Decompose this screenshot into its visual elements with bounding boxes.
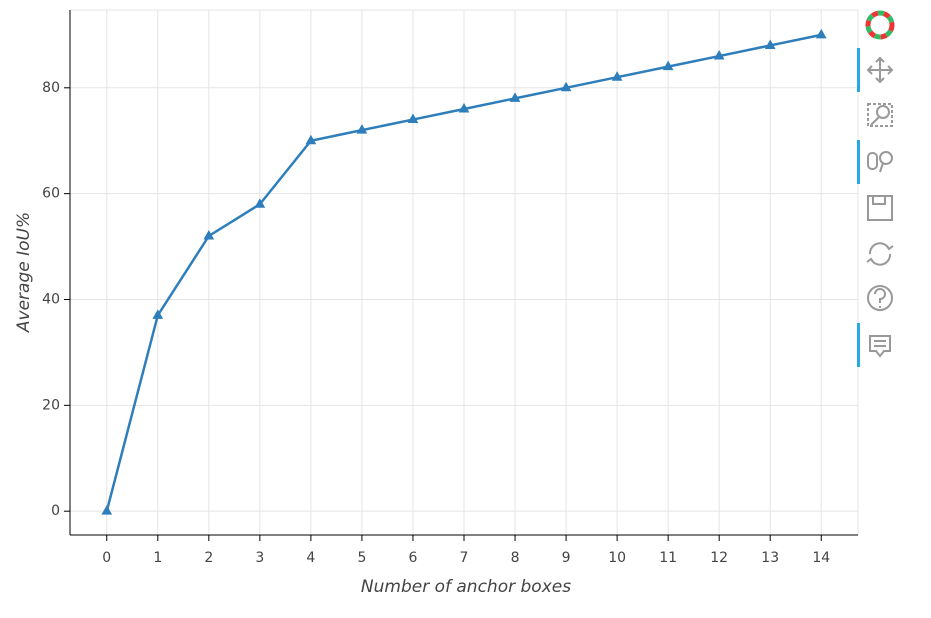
help-tool[interactable] [867, 285, 893, 311]
y-tick-label: 60 [42, 186, 60, 202]
toolbar [857, 10, 895, 367]
wheel-zoom-tool[interactable] [867, 151, 893, 173]
marker [815, 28, 827, 39]
marker [356, 124, 368, 134]
marker [101, 505, 113, 515]
y-tick-label: 40 [42, 291, 60, 307]
reset-tool[interactable] [866, 242, 894, 266]
x-tick-label: 9 [562, 550, 571, 566]
marker [407, 113, 419, 124]
x-tick-label: 6 [409, 550, 418, 566]
active-indicator [857, 323, 860, 367]
x-tick-label: 12 [710, 550, 728, 566]
marker [662, 60, 674, 71]
marker [611, 71, 623, 81]
x-tick-label: 5 [357, 550, 366, 566]
y-axis-label: Average IoU% [14, 212, 34, 333]
bokeh-logo[interactable] [865, 10, 895, 40]
x-tick-label: 10 [608, 550, 626, 566]
marker [305, 134, 317, 145]
pan-tool[interactable] [866, 56, 894, 84]
x-tick-label: 0 [102, 550, 111, 566]
marker [764, 39, 776, 49]
x-tick-label: 11 [659, 550, 677, 566]
x-tick-label: 13 [761, 550, 779, 566]
y-tick-label: 20 [42, 397, 60, 413]
active-indicator [857, 48, 860, 92]
marker [560, 81, 572, 92]
marker [458, 102, 470, 113]
box-zoom-tool[interactable] [867, 103, 893, 127]
x-tick-label: 8 [511, 550, 520, 566]
x-tick-label: 4 [306, 550, 315, 566]
active-indicator [857, 140, 860, 184]
y-tick-label: 0 [51, 503, 60, 519]
x-tick-label: 14 [812, 550, 830, 566]
y-tick-label: 80 [42, 80, 60, 96]
x-tick-label: 2 [204, 550, 213, 566]
marker [713, 50, 725, 60]
marker [509, 92, 521, 102]
x-tick-label: 1 [153, 550, 162, 566]
grid [69, 9, 859, 536]
x-tick-label: 3 [255, 550, 264, 566]
x-tick-label: 7 [460, 550, 469, 566]
x-axis-label: Number of anchor boxes [361, 577, 571, 597]
marker [203, 229, 215, 240]
marker [254, 198, 266, 208]
save-tool[interactable] [867, 195, 893, 221]
marker [152, 309, 164, 319]
hover-tool[interactable] [869, 335, 891, 358]
